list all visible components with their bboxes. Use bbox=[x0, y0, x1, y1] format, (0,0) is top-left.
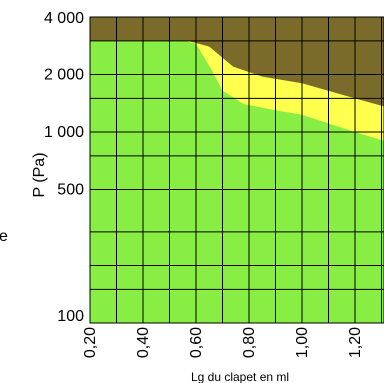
x-axis-label: Lg du clapet en ml bbox=[191, 370, 289, 383]
x-tick-label: 0,40 bbox=[135, 327, 152, 358]
y-tick-label: 1 000 bbox=[44, 124, 84, 141]
x-tick-label: 0,60 bbox=[188, 327, 205, 358]
y-axis-label: P (Pa) bbox=[31, 152, 48, 197]
y-tick-labels: 100 500 1 000 2 000 4 000 bbox=[44, 10, 84, 325]
x-tick-label: 0,20 bbox=[82, 327, 99, 358]
plot-area bbox=[90, 17, 384, 323]
plot-border bbox=[89, 16, 384, 324]
left-edge-text: e bbox=[0, 228, 8, 245]
x-tick-label: 0,80 bbox=[241, 327, 258, 358]
x-tick-label: 1,00 bbox=[294, 327, 311, 358]
y-tick-label: 2 000 bbox=[44, 66, 84, 83]
y-tick-label: 100 bbox=[57, 308, 84, 325]
x-tick-labels: 0,200,400,600,801,001,201,40 bbox=[82, 327, 364, 358]
y-tick-label: 500 bbox=[57, 181, 84, 198]
dark-region bbox=[90, 17, 384, 107]
grid-lines bbox=[89, 16, 384, 324]
x-tick-label: 1,20 bbox=[347, 327, 364, 358]
y-tick-label: 4 000 bbox=[44, 10, 84, 27]
